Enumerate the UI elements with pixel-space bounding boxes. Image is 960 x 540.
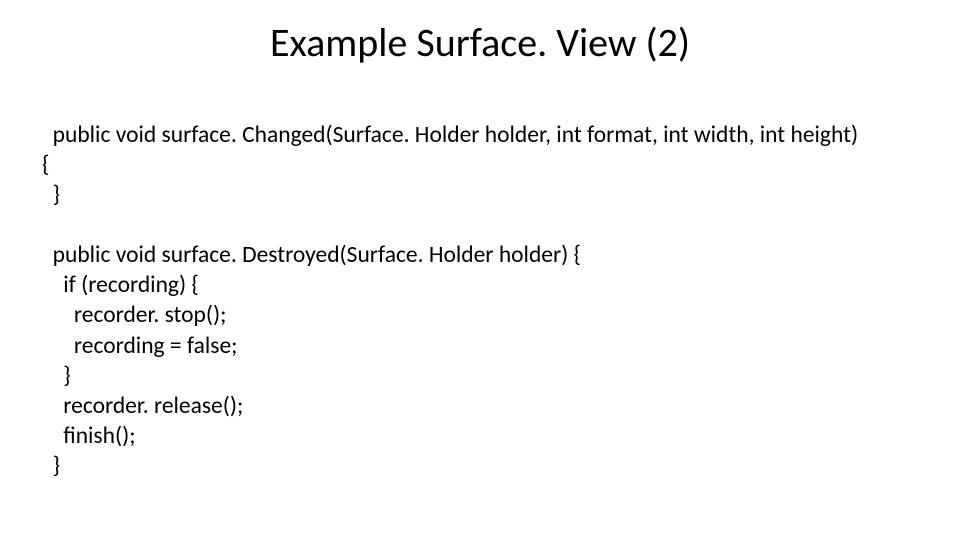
- slide-title: Example Surface. View (2): [0, 18, 960, 67]
- code-line: public void surface. Changed(Surface. Ho…: [42, 121, 858, 149]
- code-block: public void surface. Changed(Surface. Ho…: [42, 120, 920, 481]
- code-line: }: [42, 181, 60, 209]
- code-line: if (recording) {: [42, 271, 199, 299]
- code-line: public void surface. Destroyed(Surface. …: [42, 241, 581, 269]
- code-line: }: [42, 452, 60, 480]
- code-line: {: [42, 151, 49, 179]
- code-line: finish();: [42, 422, 136, 450]
- code-line: }: [42, 362, 71, 390]
- code-line: recording = false;: [42, 332, 237, 360]
- code-line: recorder. release();: [42, 392, 243, 420]
- code-line: recorder. stop();: [42, 301, 226, 329]
- slide: Example Surface. View (2) public void su…: [0, 0, 960, 540]
